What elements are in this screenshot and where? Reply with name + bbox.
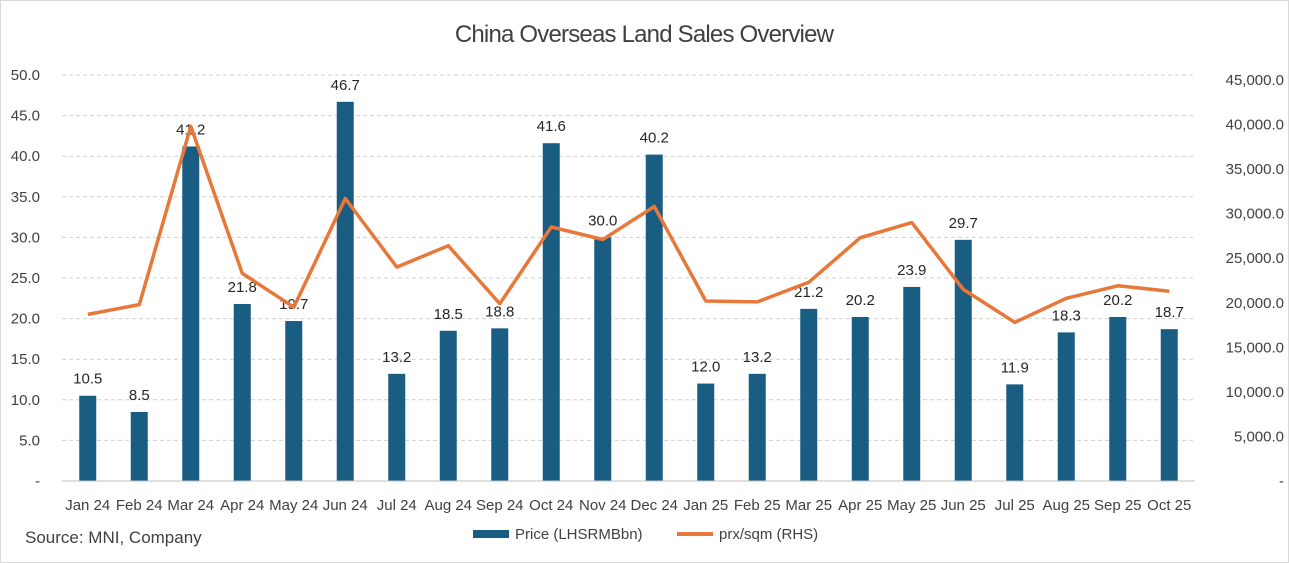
bar [645, 154, 663, 482]
left-tick-label: 40.0 [11, 148, 40, 165]
bar-data-label: 41.6 [537, 118, 566, 135]
x-tick-label: Jun 24 [323, 497, 368, 514]
source-note: Source: MNI, Company [25, 528, 202, 547]
right-tick-label: 15,000.0 [1226, 339, 1284, 356]
right-tick-label: 45,000.0 [1226, 72, 1284, 89]
bar [903, 286, 921, 481]
x-tick-label: Apr 25 [838, 497, 882, 514]
bar-data-label: 18.7 [1155, 304, 1184, 321]
right-tick-label: - [1279, 473, 1284, 490]
bar-data-label: 11.9 [1001, 359, 1029, 376]
bar-data-label: 20.2 [1103, 292, 1132, 309]
bar [336, 101, 354, 482]
left-tick-label: 20.0 [11, 311, 40, 328]
legend-bar-swatch [473, 530, 509, 538]
bar [79, 395, 97, 481]
x-tick-label: May 25 [887, 497, 936, 514]
left-tick-label: 45.0 [11, 108, 40, 125]
right-tick-label: 20,000.0 [1226, 295, 1284, 312]
bar [1057, 332, 1075, 481]
x-tick-label: Feb 25 [734, 497, 781, 514]
x-tick-label: Jan 24 [65, 497, 110, 514]
x-tick-label: Aug 25 [1042, 497, 1090, 514]
bar-data-label: 21.2 [794, 284, 823, 301]
bar [182, 146, 200, 481]
bar-data-label: 30.0 [588, 212, 617, 229]
right-tick-label: 40,000.0 [1226, 117, 1284, 134]
bar [800, 308, 818, 481]
bar-data-label: 46.7 [331, 77, 360, 94]
right-tick-label: 25,000.0 [1226, 250, 1284, 267]
chart-title: China Overseas Land Sales Overview [455, 21, 835, 48]
left-tick-label: 10.0 [11, 392, 40, 409]
right-tick-label: 35,000.0 [1226, 161, 1284, 178]
bar-data-label: 20.2 [846, 292, 875, 309]
bar-data-label: 40.2 [640, 130, 669, 147]
bar-data-label: 18.3 [1052, 307, 1081, 324]
bar [697, 383, 715, 481]
line-series [87, 124, 1170, 325]
bar-data-label: 18.8 [485, 303, 514, 320]
right-tick-label: 10,000.0 [1226, 384, 1284, 401]
left-tick-label: 50.0 [11, 67, 40, 84]
bar [594, 237, 612, 481]
series-line [87, 124, 1170, 325]
bar [1109, 316, 1127, 481]
bar-data-label: 8.5 [129, 387, 150, 404]
bar [491, 328, 509, 481]
x-tick-label: Jan 25 [683, 497, 728, 514]
x-tick-label: Oct 24 [529, 497, 573, 514]
bar [748, 373, 766, 481]
gridlines [62, 74, 1195, 441]
bar-data-label: 23.9 [897, 262, 926, 279]
bar [851, 316, 869, 481]
x-tick-label: Sep 25 [1094, 497, 1142, 514]
x-tick-label: Nov 24 [579, 497, 627, 514]
bar-series [79, 101, 1178, 482]
bar [1160, 329, 1178, 481]
x-tick-label: Mar 24 [167, 497, 214, 514]
x-tick-label: Jul 24 [377, 497, 417, 514]
x-tick-label: Oct 25 [1147, 497, 1191, 514]
bar-data-label: 29.7 [949, 215, 978, 232]
x-tick-label: Feb 24 [116, 497, 163, 514]
bar-data-label: 12.0 [691, 359, 720, 376]
legend-line-label: prx/sqm (RHS) [719, 526, 818, 543]
left-tick-label: 15.0 [11, 351, 40, 368]
bar [954, 239, 972, 481]
x-tick-label: Apr 24 [220, 497, 264, 514]
bar-data-label: 10.5 [73, 371, 102, 388]
right-axis: - 5,000.0 10,000.0 15,000.0 20,000.0 25,000.0… [1226, 72, 1284, 490]
x-tick-label: May 24 [269, 497, 318, 514]
left-tick-label: 30.0 [11, 229, 40, 246]
left-axis: - 5.0 10.0 15.0 20.0 25.0 30.0 35.0 40.0 45.0 50.0 [11, 67, 40, 490]
right-tick-label: 30,000.0 [1226, 206, 1284, 223]
bar [542, 143, 560, 481]
bar [130, 411, 148, 481]
bar [233, 303, 251, 481]
x-axis: Jan 24 Feb 24 Mar 24 Apr 24 May 24 Jun 24 Jul … [62, 480, 1195, 514]
x-tick-label: Mar 25 [785, 497, 832, 514]
left-tick-label: 25.0 [11, 270, 40, 287]
legend: Price (LHSRMBbn) prx/sqm (RHS) [473, 526, 818, 543]
left-tick-label: 35.0 [11, 189, 40, 206]
x-tick-label: Sep 24 [476, 497, 524, 514]
bar-data-label: 21.8 [228, 279, 257, 296]
bar [388, 373, 406, 481]
right-tick-label: 5,000.0 [1234, 428, 1284, 445]
x-tick-label: Jul 25 [995, 497, 1035, 514]
left-tick-label: - [35, 473, 40, 490]
bar [1006, 384, 1024, 481]
legend-bar-label: Price (LHSRMBbn) [515, 526, 643, 543]
x-tick-label: Jun 25 [941, 497, 986, 514]
left-tick-label: 5.0 [19, 432, 40, 449]
bar [439, 330, 457, 481]
bar-data-label: 18.5 [434, 306, 463, 323]
bar-data-label: 13.2 [382, 349, 411, 366]
x-tick-label: Aug 24 [424, 497, 472, 514]
x-tick-label: Dec 24 [630, 497, 678, 514]
bar [285, 321, 303, 481]
bar-data-label: 13.2 [743, 349, 772, 366]
